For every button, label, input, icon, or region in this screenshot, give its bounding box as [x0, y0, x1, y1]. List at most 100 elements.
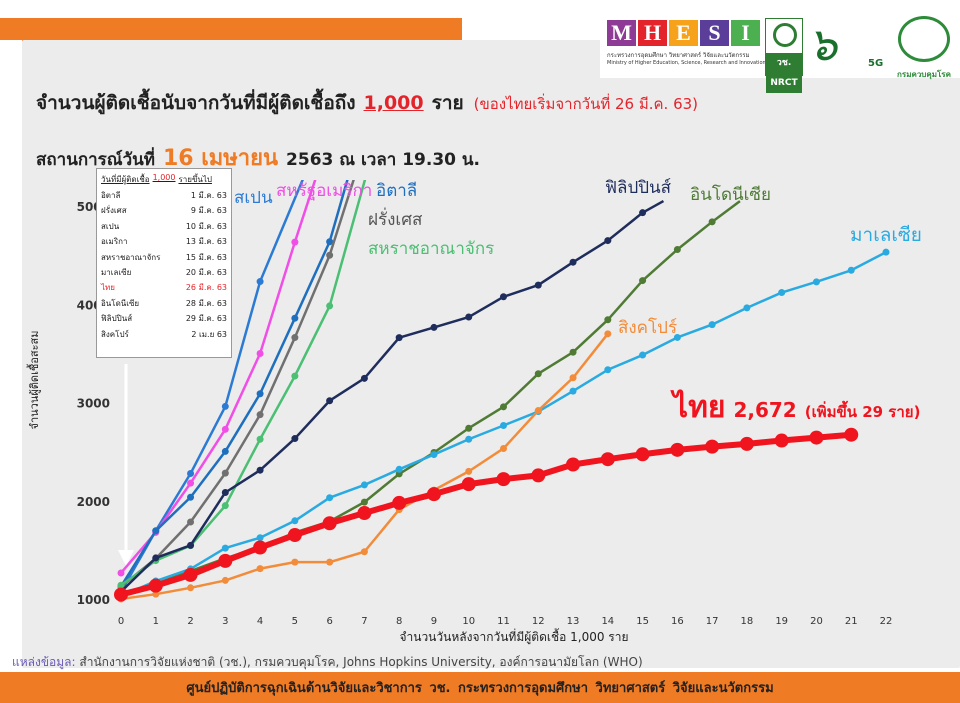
mhesi-letter-m: M: [607, 20, 636, 46]
data-point: [256, 565, 264, 573]
data-point: [291, 314, 299, 322]
start-table-row: มาเลเซีย 20 มี.ค. 63: [101, 265, 227, 280]
x-tick-label: 8: [396, 616, 402, 627]
start-table-date: 29 มี.ค. 63: [185, 314, 227, 324]
data-point: [600, 452, 615, 467]
data-point: [465, 435, 473, 443]
start-table-country: ฟิลิปปินส์: [101, 314, 133, 324]
x-tick-label: 15: [636, 616, 649, 627]
v5g-logo: ๖: [808, 19, 838, 70]
data-point: [221, 576, 229, 584]
data-point: [291, 334, 299, 342]
data-point: [357, 506, 372, 521]
start-table-date: 9 มี.ค. 63: [190, 206, 227, 216]
data-point: [430, 323, 438, 331]
x-tick-label: 3: [222, 616, 228, 627]
data-point: [534, 370, 542, 378]
series-label-uk: สหราชอาณาจักร: [368, 239, 494, 259]
series: [117, 330, 612, 603]
thai-increase: (เพิ่มขึ้น 29 ราย): [805, 400, 921, 421]
data-point: [256, 411, 264, 419]
start-table-date: 26 มี.ค. 63: [185, 283, 227, 293]
x-tick-label: 2: [187, 616, 193, 627]
data-point: [426, 487, 441, 502]
start-table-country: อเมริกา: [101, 237, 128, 247]
data-point: [326, 558, 334, 566]
data-point: [148, 578, 163, 593]
title-threshold: 1,000: [363, 92, 424, 114]
data-point: [604, 316, 612, 324]
start-table-date: 1 มี.ค. 63: [190, 191, 227, 200]
series: [117, 180, 349, 590]
data-point: [360, 548, 368, 556]
thai-value: 2,672: [733, 398, 796, 422]
data-point: [531, 468, 546, 483]
mhesi-letter-h: H: [638, 20, 667, 46]
source-label: แหล่งข้อมูล:: [12, 655, 76, 669]
title-main: จำนวนผู้ติดเชื้อนับจากวันที่มีผู้ติดเชื้…: [36, 92, 356, 114]
start-table-row: อินโดนีเซีย 28 มี.ค. 63: [101, 296, 227, 311]
start-table-row: ฝรั่งเศส 9 มี.ค. 63: [101, 203, 227, 218]
data-point: [569, 258, 577, 266]
start-table-country: ฝรั่งเศส: [101, 206, 127, 216]
x-tick-label: 9: [431, 616, 437, 627]
data-point: [639, 351, 647, 359]
data-point: [566, 457, 581, 472]
nrct-emblem-icon: [773, 23, 797, 47]
data-point: [847, 266, 855, 274]
x-tick-label: 12: [532, 616, 545, 627]
data-point: [256, 534, 264, 542]
series-label-france: ฝรั่งเศส: [368, 207, 423, 230]
data-point: [117, 581, 125, 589]
start-table-country: มาเลเซีย: [101, 268, 132, 278]
data-point: [221, 469, 229, 477]
series-label-thailand: ไทย 2,672 (เพิ่มขึ้น 29 ราย): [670, 389, 920, 425]
data-point: [326, 302, 334, 310]
data-point: [326, 494, 334, 502]
data-point: [152, 590, 160, 598]
situation-line: สถานการณ์วันที่ 16 เมษายน 2563 ณ เวลา 19.3…: [36, 140, 480, 175]
start-table-date: 15 มี.ค. 63: [185, 252, 227, 262]
data-point: [604, 237, 612, 245]
data-point: [221, 502, 229, 510]
start-table-row: อเมริกา 13 มี.ค. 63: [101, 234, 227, 249]
data-point: [256, 349, 264, 357]
data-point: [291, 435, 299, 443]
mhesi-letter-i: I: [731, 20, 760, 46]
series-label-spain: สเปน: [234, 188, 273, 208]
data-point: [187, 518, 195, 526]
situation-date: 16 เมษายน: [162, 146, 279, 171]
start-arrow-head: [118, 550, 134, 566]
start-table-date: 2 เม.ย 63: [191, 329, 227, 339]
data-point: [291, 372, 299, 380]
data-point: [187, 541, 195, 549]
data-point: [708, 321, 716, 329]
start-table-row: สเปน 10 มี.ค. 63: [101, 219, 227, 234]
start-table-country: สเปน: [101, 221, 120, 231]
start-table-header: วันที่มีผู้ติดเชื้อ 1,000 รายขึ้นไป: [101, 173, 227, 186]
start-table-country: ไทย: [101, 283, 115, 293]
title-note: (ของไทยเริ่มจากวันที่ 26 มี.ค. 63): [473, 95, 699, 113]
data-point: [221, 425, 229, 433]
series-label-philippines: ฟิลิปปินส์: [605, 178, 672, 198]
start-table-row: สหราชอาณาจักร 15 มี.ค. 63: [101, 250, 227, 265]
data-point: [256, 390, 264, 398]
data-point: [465, 424, 473, 432]
x-tick-label: 0: [118, 616, 124, 627]
start-table-date: 20 มี.ค. 63: [185, 268, 227, 278]
data-point: [117, 569, 125, 577]
mhesi-thai-name: กระทรวงการอุดมศึกษา วิทยาศาสตร์ วิจัยและ…: [607, 52, 750, 59]
data-point: [360, 498, 368, 506]
data-point: [360, 481, 368, 489]
moph-emblem-icon: [898, 16, 950, 62]
y-tick-label: 1000: [77, 593, 110, 607]
series-label-usa: สหรัฐอเมริกา: [276, 181, 372, 201]
x-tick-label: 6: [326, 616, 332, 627]
data-point: [326, 238, 334, 246]
data-point: [465, 313, 473, 321]
data-point: [534, 281, 542, 289]
situation-time: 2563 ณ เวลา 19.30 น.: [286, 150, 480, 170]
start-table-date: 13 มี.ค. 63: [185, 237, 227, 247]
data-point: [392, 495, 407, 510]
data-point: [187, 470, 195, 478]
